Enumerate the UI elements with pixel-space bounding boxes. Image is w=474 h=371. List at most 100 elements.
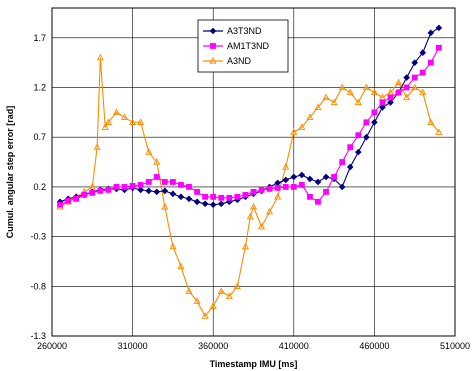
data-point (290, 184, 297, 190)
legend-label: A3T3ND (227, 26, 262, 36)
data-point (347, 144, 354, 151)
data-point (153, 174, 160, 180)
data-point (210, 43, 216, 49)
data-point (411, 83, 419, 91)
data-point (185, 287, 193, 294)
data-point (290, 173, 298, 181)
data-point (210, 193, 217, 200)
y-tick-label: 1.7 (33, 33, 46, 43)
data-point (233, 282, 241, 289)
data-point (387, 94, 394, 101)
data-point (137, 186, 144, 194)
data-point (201, 200, 209, 208)
data-point (178, 182, 184, 188)
data-point (193, 198, 201, 206)
data-point (338, 83, 346, 91)
y-tick-label: -0.8 (30, 281, 46, 291)
data-point (355, 132, 362, 139)
legend: A3T3ND AM1T3ND A3ND (197, 19, 289, 73)
data-point (387, 99, 394, 106)
data-point (202, 193, 209, 200)
data-point (282, 163, 290, 170)
data-point (145, 187, 153, 195)
data-point (306, 175, 314, 183)
data-point (129, 183, 136, 189)
data-point (362, 83, 370, 91)
data-point (194, 188, 200, 195)
data-point (112, 108, 121, 116)
data-point (89, 189, 96, 196)
data-point (218, 194, 225, 201)
data-point (371, 109, 378, 116)
legend-item: A3ND (203, 56, 252, 66)
data-point (250, 188, 257, 195)
data-point (298, 123, 306, 130)
data-point (314, 178, 322, 186)
data-point (153, 158, 161, 165)
data-point (169, 190, 177, 198)
data-point (209, 27, 217, 35)
data-point (411, 59, 419, 66)
series-am1t3nd (57, 44, 442, 208)
data-point (290, 128, 298, 135)
legend-item: AM1T3ND (203, 41, 270, 51)
data-point (186, 184, 192, 190)
data-point (242, 191, 249, 198)
data-point (323, 188, 329, 195)
data-point (427, 118, 435, 125)
data-point (282, 176, 290, 184)
data-point (234, 193, 241, 200)
data-point (306, 113, 314, 120)
data-point (225, 292, 233, 299)
data-point (298, 171, 306, 179)
data-point (419, 49, 427, 57)
data-point (258, 222, 266, 230)
y-axis-title: Cumul. angular step error [rad] (5, 106, 15, 239)
data-point (169, 242, 177, 250)
data-point (81, 191, 88, 198)
data-point (322, 173, 330, 181)
data-point (226, 194, 233, 201)
data-point (427, 29, 435, 37)
data-point (93, 143, 101, 150)
data-point (346, 163, 354, 171)
data-point (331, 174, 338, 180)
data-point (346, 88, 354, 96)
data-point (104, 118, 112, 125)
data-point (241, 242, 249, 250)
data-point (113, 184, 120, 190)
data-point (274, 192, 282, 200)
data-point (395, 78, 403, 86)
legend-item: A3T3ND (203, 26, 262, 36)
data-point (97, 187, 104, 194)
data-point (193, 297, 201, 304)
data-point (403, 93, 411, 101)
series-line (59, 57, 440, 318)
data-point (266, 185, 273, 192)
data-point (96, 53, 104, 61)
x-tick-label: 260000 (37, 341, 67, 351)
y-tick-label: -1.3 (30, 331, 46, 341)
x-tick-label: 310000 (118, 341, 148, 351)
y-tick-label: 0.2 (33, 182, 46, 192)
data-point (427, 59, 434, 66)
data-point (129, 118, 137, 125)
data-point (101, 123, 109, 130)
data-point (403, 74, 410, 81)
data-point (363, 119, 370, 126)
data-point (354, 148, 362, 156)
data-point (435, 44, 442, 51)
x-tick-label: 410000 (279, 341, 309, 351)
data-point (217, 287, 225, 294)
data-point (354, 98, 362, 106)
data-point (246, 212, 254, 220)
data-point (339, 159, 346, 165)
data-point (57, 201, 63, 208)
data-point (266, 207, 274, 215)
data-point (145, 148, 153, 155)
data-point (177, 193, 185, 201)
data-point (419, 69, 426, 76)
data-point (379, 104, 386, 111)
data-point (249, 202, 258, 210)
y-tick-label: 0.7 (33, 132, 46, 142)
